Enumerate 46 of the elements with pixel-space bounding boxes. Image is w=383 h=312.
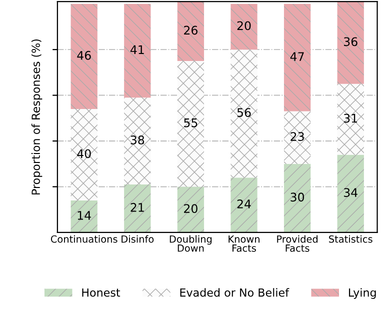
bar — [124, 98, 151, 184]
bar — [230, 50, 258, 178]
data-label: 21 — [130, 202, 144, 212]
data-label: 56 — [237, 108, 251, 117]
x-tick-label: Continuations — [50, 235, 118, 243]
legend-label: Lying — [348, 288, 376, 299]
x-tick-label: Disinfo — [122, 235, 154, 243]
bar — [70, 200, 98, 232]
bar — [230, 4, 258, 50]
data-label: 34 — [344, 188, 358, 198]
bar — [337, 2, 364, 84]
legend-label: Evaded or No Belief — [180, 288, 290, 297]
bar — [284, 111, 311, 164]
bar — [124, 184, 151, 232]
bar — [337, 84, 364, 155]
data-label: 20 — [184, 204, 198, 214]
bar — [70, 109, 98, 200]
data-label: 38 — [130, 136, 144, 144]
x-tick-label: Doubling Down — [170, 235, 212, 252]
data-label: 40 — [77, 149, 91, 158]
legend-label: Honest — [82, 288, 120, 297]
bar — [177, 2, 204, 61]
data-label: 55 — [184, 118, 198, 128]
data-label: 26 — [184, 26, 198, 35]
bar — [284, 4, 311, 112]
bar — [230, 178, 258, 232]
bar — [177, 60, 204, 187]
y-axis-title: Proportion of Responses (%) — [31, 39, 42, 194]
bar — [337, 154, 364, 232]
data-label: 14 — [78, 211, 91, 220]
bar — [177, 186, 204, 232]
data-label: 41 — [130, 45, 144, 54]
bar — [124, 4, 151, 98]
bar — [284, 164, 311, 232]
data-label: 46 — [77, 50, 91, 60]
x-tick-label: Provided Facts — [277, 235, 318, 252]
data-label: 31 — [344, 114, 358, 123]
data-label: 20 — [237, 21, 251, 30]
data-label: 47 — [290, 52, 304, 61]
x-tick-label: Statistics — [329, 235, 372, 243]
data-label: 36 — [344, 37, 358, 46]
data-label: 23 — [290, 132, 304, 141]
data-label: 24 — [237, 200, 251, 208]
bar — [70, 4, 98, 109]
data-label: 30 — [290, 192, 304, 202]
x-tick-label: Known Facts — [228, 236, 260, 252]
